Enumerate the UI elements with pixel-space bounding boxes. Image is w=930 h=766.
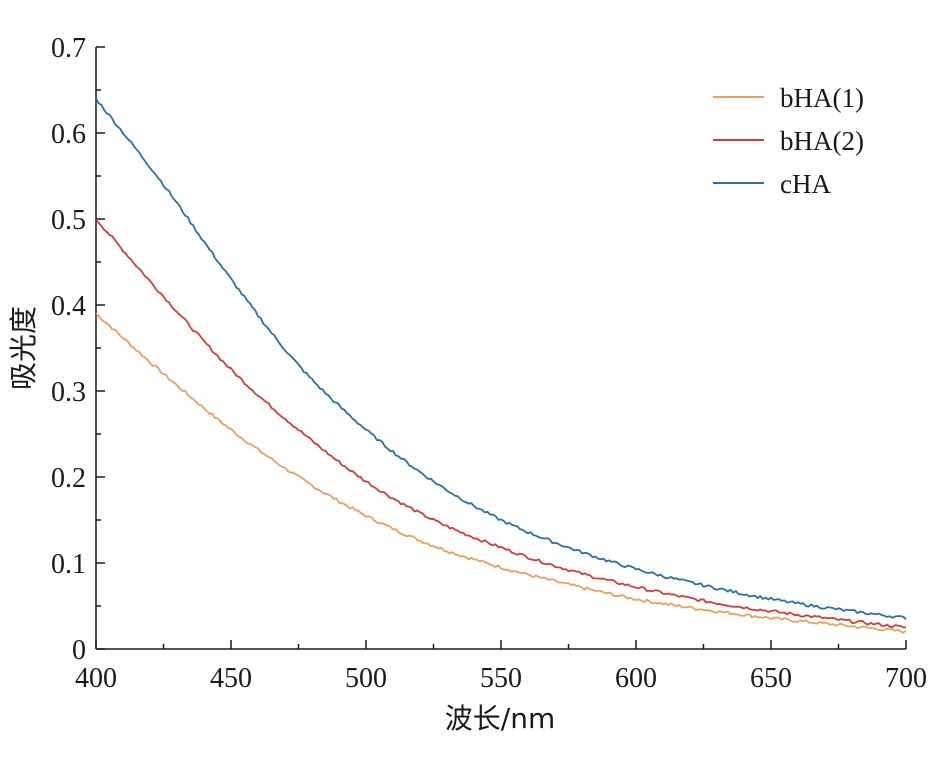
y-tick-label: 0.3 bbox=[51, 377, 86, 408]
x-tick-label: 550 bbox=[480, 663, 522, 694]
y-tick-label: 0.4 bbox=[51, 291, 86, 322]
y-tick-label: 0.7 bbox=[51, 33, 86, 64]
series-lines bbox=[95, 97, 907, 634]
x-tick-label: 700 bbox=[885, 663, 927, 694]
legend: bHA(1) bHA(2) cHA bbox=[713, 83, 864, 199]
y-tick-label: 0.2 bbox=[51, 463, 86, 494]
axes: 0 0.1 0.2 0.3 0.4 0.5 0.6 0.7 400 450 500 550 600 650… bbox=[51, 33, 927, 694]
y-tick-label: 0.5 bbox=[51, 205, 86, 236]
x-tick-label: 600 bbox=[615, 663, 657, 694]
legend-label-0: bHA(1) bbox=[780, 83, 864, 113]
x-tick-label: 450 bbox=[210, 663, 252, 694]
y-tick-label: 0.1 bbox=[51, 549, 86, 580]
x-tick-label: 650 bbox=[750, 663, 792, 694]
x-tick-label: 500 bbox=[345, 663, 387, 694]
y-axis-title: 吸光度 bbox=[7, 306, 40, 390]
legend-label-1: bHA(2) bbox=[780, 126, 864, 156]
series-line-2 bbox=[95, 97, 907, 620]
x-tick-label: 400 bbox=[75, 663, 117, 694]
legend-label-2: cHA bbox=[780, 169, 831, 199]
x-axis-title: 波长/nm bbox=[445, 702, 555, 735]
series-line-1 bbox=[95, 218, 907, 629]
y-tick-label: 0.6 bbox=[51, 119, 86, 150]
series-line-0 bbox=[95, 312, 907, 634]
y-tick-label: 0 bbox=[72, 635, 86, 666]
